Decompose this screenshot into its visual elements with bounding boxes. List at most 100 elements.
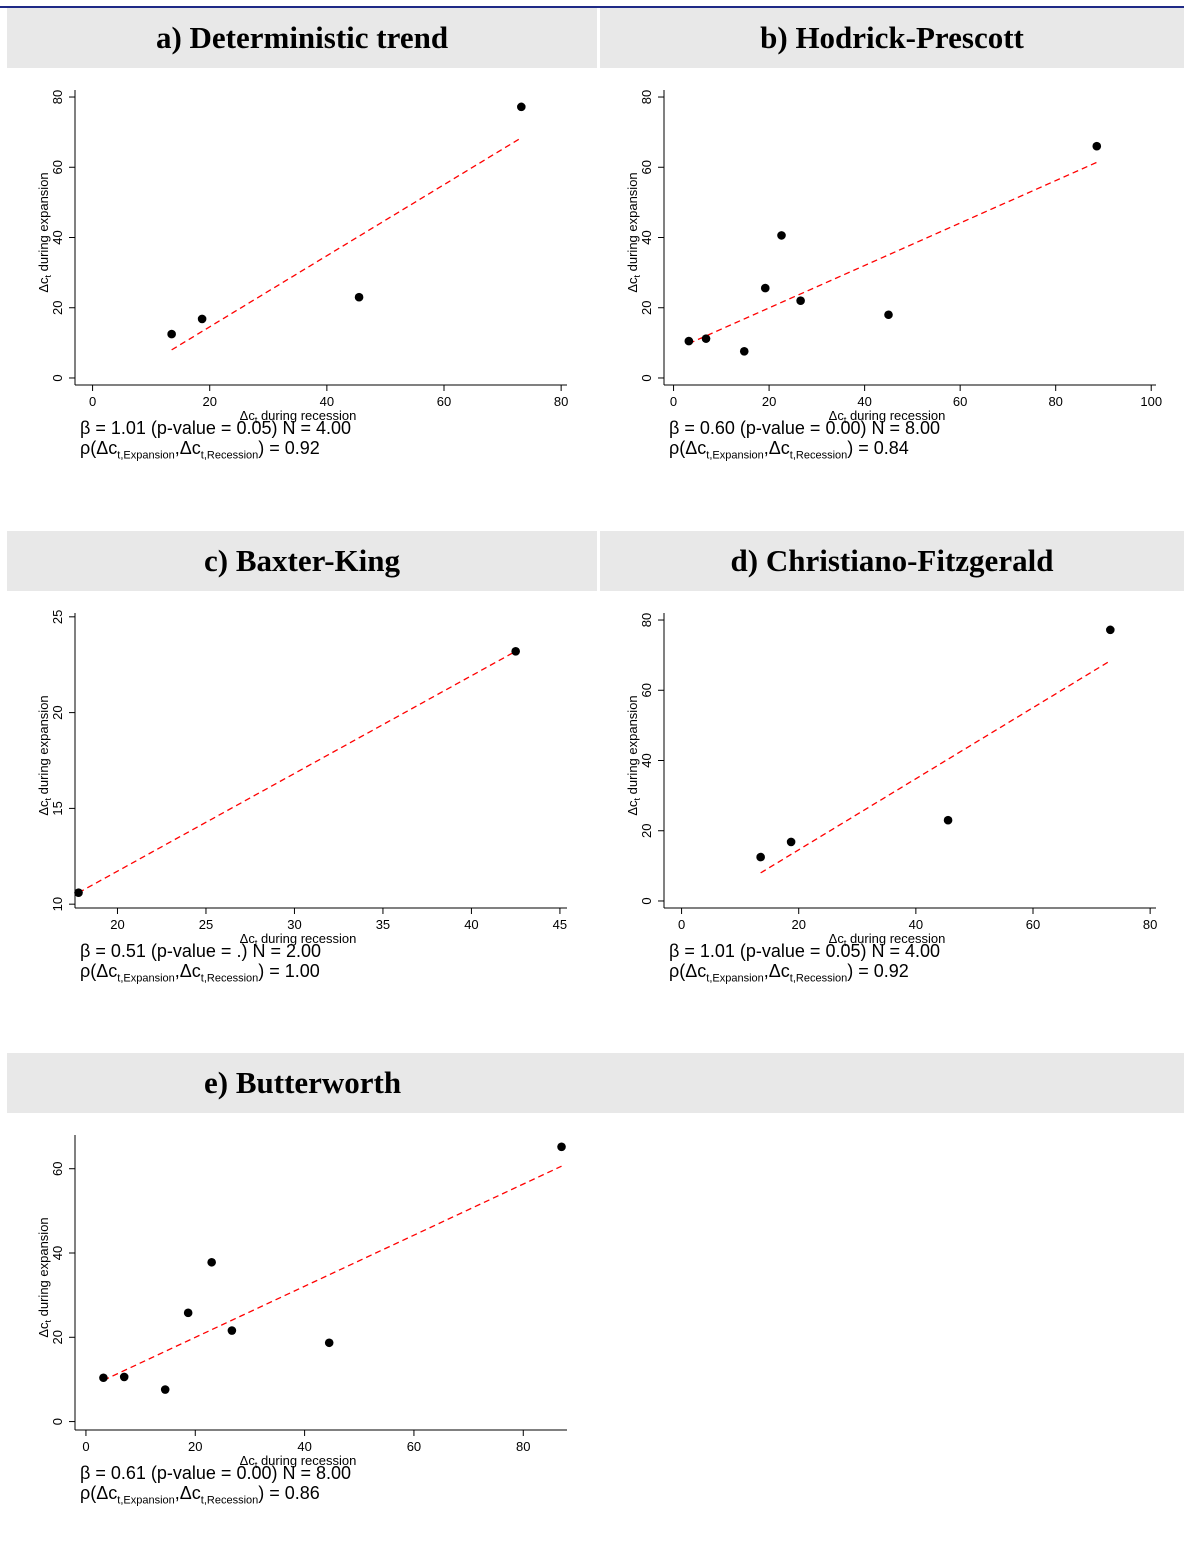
y-tick-label: 40 xyxy=(639,230,654,244)
data-point xyxy=(74,888,83,897)
beta-stat-d: β = 1.01 (p-value = 0.05) N = 4.00 xyxy=(669,941,941,961)
y-axis-title: Δct during expansion xyxy=(625,695,642,815)
panel-c-header: c) Baxter-King xyxy=(7,531,597,591)
y-tick-label: 0 xyxy=(50,374,65,381)
y-tick-label: 20 xyxy=(639,824,654,838)
data-point xyxy=(197,314,207,324)
panel-d: 0 20 40 60 80 0 20 40 60 80 Δct during recession Δc… xyxy=(589,603,1179,1023)
panel-b: 0 20 40 60 80 100 0 20 40 60 80 Δct during recessio… xyxy=(589,80,1179,500)
data-point xyxy=(227,1326,237,1335)
x-tick-label: 45 xyxy=(553,917,567,932)
y-tick-label: 40 xyxy=(50,1246,65,1260)
scatter-plot-b: 0 20 40 60 80 100 0 20 40 60 80 Δct during recessio… xyxy=(625,90,1162,425)
data-point xyxy=(119,1372,129,1382)
y-tick-label: 0 xyxy=(50,1418,65,1425)
beta-stat-a: β = 1.01 (p-value = 0.05) N = 4.00 xyxy=(80,418,352,438)
data-point xyxy=(739,346,749,356)
data-point xyxy=(884,310,893,320)
panel-c: 20 25 30 35 40 45 10 15 20 25 Δct during recession… xyxy=(0,603,590,1023)
panel-d-header: d) Christiano-Fitzgerald xyxy=(600,531,1184,591)
x-tick-label: 80 xyxy=(1048,394,1062,409)
x-axis-title: Δct during recession xyxy=(240,408,357,425)
top-rule xyxy=(0,6,1184,8)
data-point xyxy=(517,102,526,112)
fit-line xyxy=(171,137,522,351)
data-point xyxy=(684,336,694,346)
x-tick-label: 80 xyxy=(516,1439,530,1454)
y-tick-label: 20 xyxy=(50,301,65,315)
x-tick-label: 80 xyxy=(1143,917,1157,932)
x-tick-label: 0 xyxy=(670,394,677,409)
data-point xyxy=(354,292,364,302)
panel-e-title: e) Butterworth xyxy=(204,1065,402,1100)
x-tick-label: 25 xyxy=(199,917,213,932)
panel-e-header: e) Butterworth xyxy=(7,1053,1184,1113)
x-tick-label: 40 xyxy=(909,917,923,932)
panel-a-title: a) Deterministic trend xyxy=(155,20,449,55)
fit-line xyxy=(760,660,1111,874)
y-tick-label: 40 xyxy=(50,230,65,244)
x-axis-title: Δct during recession xyxy=(829,931,946,948)
y-tick-label: 0 xyxy=(639,897,654,904)
x-tick-label: 35 xyxy=(376,917,390,932)
fit-line xyxy=(78,650,516,894)
rho-stat-b: ρ(Δct,Expansion,Δct,Recession) = 0.84 xyxy=(669,438,909,462)
x-tick-label: 0 xyxy=(678,917,685,932)
data-point xyxy=(160,1385,170,1394)
x-tick-label: 60 xyxy=(1026,917,1040,932)
scatter-plot-a: 0 20 40 60 80 0 20 40 60 80 Δct during recession Δc… xyxy=(36,90,568,425)
y-axis-title: Δct during expansion xyxy=(625,172,642,292)
x-tick-label: 20 xyxy=(791,917,805,932)
rho-value-b: 0.84 xyxy=(873,438,909,458)
data-point xyxy=(557,1142,566,1152)
x-tick-label: 40 xyxy=(320,394,334,409)
data-point xyxy=(324,1338,334,1348)
y-tick-label: 60 xyxy=(50,160,65,174)
x-tick-label: 0 xyxy=(82,1439,89,1454)
scatter-plot-d: 0 20 40 60 80 0 20 40 60 80 Δct during recession Δc… xyxy=(625,613,1157,948)
rho-value-a: 0.92 xyxy=(284,438,320,458)
y-axis-title: Δct during expansion xyxy=(36,1217,53,1337)
data-point xyxy=(777,231,786,240)
panel-a: 0 20 40 60 80 0 20 40 60 80 Δct during recession Δc… xyxy=(0,80,590,500)
y-tick-label: 80 xyxy=(50,90,65,104)
y-tick-label: 15 xyxy=(50,801,65,815)
data-point xyxy=(796,296,805,306)
y-tick-label: 20 xyxy=(50,1330,65,1344)
data-point xyxy=(760,283,770,293)
panel-b-header: b) Hodrick-Prescott xyxy=(600,8,1184,68)
data-point xyxy=(511,647,520,656)
rho-stat-c: ρ(Δct,Expansion,Δct,Recession) = 1.00 xyxy=(80,961,320,985)
rho-value-d: 0.92 xyxy=(873,961,909,981)
x-axis-title: Δct during recession xyxy=(829,408,946,425)
y-axis-title: Δct during expansion xyxy=(36,695,53,815)
y-tick-label: 60 xyxy=(50,1161,65,1175)
x-tick-label: 60 xyxy=(407,1439,421,1454)
y-tick-label: 10 xyxy=(50,897,65,911)
y-tick-label: 20 xyxy=(50,705,65,719)
y-tick-label: 40 xyxy=(639,753,654,767)
data-point xyxy=(1106,625,1115,635)
panel-e: 0 20 40 60 80 0 20 40 60 Δct during recession Δct … xyxy=(0,1125,590,1545)
data-point xyxy=(786,837,796,847)
x-tick-label: 40 xyxy=(857,394,871,409)
data-point xyxy=(207,1257,216,1267)
x-tick-label: 30 xyxy=(287,917,301,932)
rho-stat-a: ρ(Δct,Expansion,Δct,Recession) = 0.92 xyxy=(80,438,320,462)
x-tick-label: 60 xyxy=(437,394,451,409)
beta-stat-b: β = 0.60 (p-value = 0.00) N = 8.00 xyxy=(669,418,941,438)
fit-line xyxy=(688,161,1098,345)
x-tick-label: 20 xyxy=(110,917,124,932)
x-tick-label: 20 xyxy=(202,394,216,409)
panel-d-title: d) Christiano-Fitzgerald xyxy=(730,543,1054,578)
y-tick-label: 25 xyxy=(50,610,65,624)
x-tick-label: 40 xyxy=(297,1439,311,1454)
fit-line xyxy=(103,1165,562,1381)
scatter-plot-e: 0 20 40 60 80 0 20 40 60 Δct during recession Δct … xyxy=(36,1135,567,1470)
scatter-plot-c: 20 25 30 35 40 45 10 15 20 25 Δct during recession… xyxy=(36,610,567,948)
data-point xyxy=(183,1308,193,1318)
rho-stat-e: ρ(Δct,Expansion,Δct,Recession) = 0.86 xyxy=(80,1483,320,1507)
beta-stat-e: β = 0.61 (p-value = 0.00) N = 8.00 xyxy=(80,1463,352,1483)
x-tick-label: 20 xyxy=(188,1439,202,1454)
rho-value-e: 0.86 xyxy=(284,1483,320,1503)
